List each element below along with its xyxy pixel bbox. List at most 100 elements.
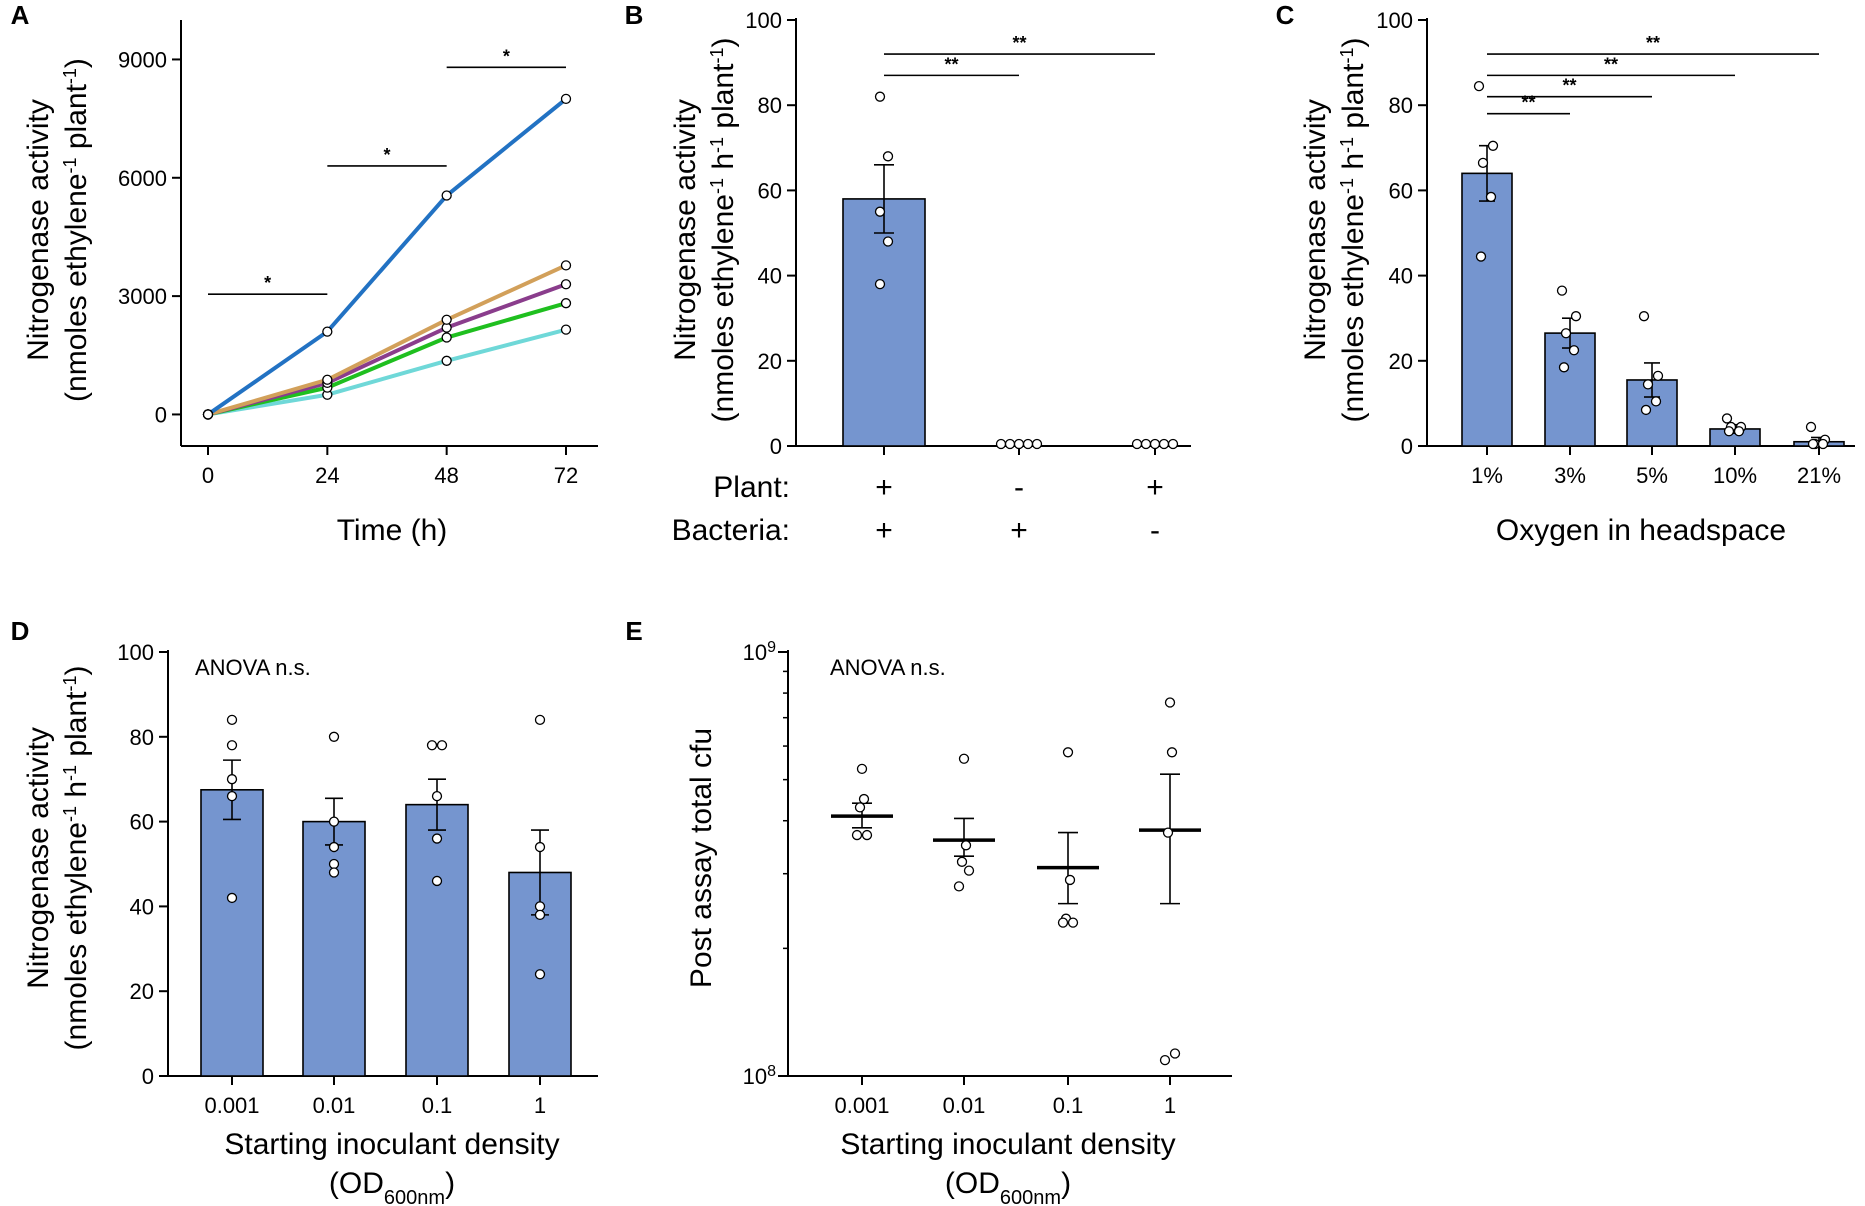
x-tick-label: 0.001 [204, 1093, 259, 1118]
plant-sign: - [1014, 471, 1024, 504]
x-tick-label: 0.1 [1053, 1093, 1084, 1118]
x-axis-label-line2: (OD600nm) [945, 1167, 1071, 1206]
data-point [1805, 421, 1817, 433]
plant-row-label: Plant: [713, 471, 790, 504]
y-axis-label: Nitrogenase activity (nmoles ethylene-1 p… [22, 58, 93, 402]
bacteria-row-label: Bacteria: [672, 514, 790, 547]
x-tick-label: 72 [554, 463, 578, 488]
data-point [1568, 345, 1580, 356]
data-point [1485, 191, 1497, 203]
data-point [328, 816, 340, 827]
x-tick-label: 1% [1471, 463, 1503, 488]
data-point [960, 840, 972, 851]
ylabel-sup: -1 [60, 68, 80, 84]
xlabel-sub: 600nm [384, 1187, 445, 1206]
data-point [226, 740, 238, 751]
x-tick-label: 3% [1554, 463, 1586, 488]
data-point [1057, 917, 1069, 928]
data-point [1140, 438, 1152, 450]
data-point [226, 791, 238, 802]
data-point [1652, 370, 1664, 381]
x-tick-label: 0 [202, 463, 214, 488]
y-axis-label-line1: Nitrogenase activity [1299, 99, 1332, 361]
significance-label: * [383, 145, 390, 165]
data-point [856, 763, 868, 775]
data-point [1158, 438, 1170, 450]
x-tick-label: 0.01 [943, 1093, 986, 1118]
ylabel-part: plant [707, 63, 740, 137]
y-tick-label: 0 [770, 434, 782, 459]
data-point [431, 833, 443, 844]
y-axis-label-line1: Nitrogenase activity [22, 727, 55, 989]
significance-label: ** [1646, 33, 1660, 53]
data-point [1650, 396, 1662, 407]
data-point [1638, 311, 1650, 322]
data-point [441, 355, 452, 366]
ylabel-sup: -1 [60, 157, 80, 173]
x-axis-label: Time (h) [337, 514, 448, 547]
y-tick-label: 20 [130, 979, 154, 1004]
data-point [958, 753, 970, 764]
data-point [1164, 697, 1176, 708]
tick-base: 10 [743, 1064, 767, 1089]
data-point [1159, 1054, 1171, 1066]
data-point [874, 206, 886, 217]
anova-annotation: ANOVA n.s. [830, 655, 946, 680]
data-point [854, 802, 866, 813]
plant-sign: + [1146, 471, 1164, 504]
data-point [882, 151, 894, 162]
ylabel-part: (nmoles ethylene [60, 173, 93, 401]
data-point [328, 867, 340, 878]
ylabel-part: (nmoles ethylene [60, 822, 93, 1050]
data-point [953, 881, 965, 892]
y-tick-label: 0 [142, 1064, 154, 1089]
data-point [202, 409, 214, 420]
ylabel-part: ) [1337, 38, 1370, 48]
ylabel-part: ) [60, 58, 93, 68]
panel-label: D [11, 616, 30, 646]
y-tick-label: 0 [1401, 434, 1413, 459]
data-point [534, 901, 546, 912]
data-point [534, 714, 546, 725]
data-point [1149, 438, 1161, 450]
data-point [560, 260, 572, 271]
series-line-blue [206, 97, 568, 417]
xlabel-part: ) [1061, 1167, 1071, 1200]
data-point [963, 865, 975, 876]
data-point [1067, 917, 1079, 928]
plant-sign: + [875, 471, 893, 504]
y-tick-label: 108 [743, 1063, 776, 1090]
bacteria-sign: + [1010, 514, 1028, 547]
x-tick-label: 10% [1713, 463, 1757, 488]
xlabel-part: (OD [945, 1167, 1000, 1200]
data-point [1477, 157, 1489, 168]
data-point [874, 91, 886, 102]
data-point [328, 731, 340, 742]
anova-annotation: ANOVA n.s. [195, 655, 311, 680]
x-tick-label: 21% [1797, 463, 1841, 488]
ylabel-sup: -1 [707, 178, 727, 194]
xlabel-part: ) [445, 1167, 455, 1200]
data-point [1558, 362, 1570, 373]
data-point [328, 841, 340, 853]
data-point [874, 278, 886, 290]
significance-label: ** [1012, 33, 1026, 53]
data-point [1131, 438, 1143, 450]
data-point [861, 829, 873, 841]
ylabel-part: (nmoles ethylene [707, 194, 740, 422]
ylabel-sup: -1 [707, 48, 727, 64]
bar [200, 788, 264, 1077]
data-point [322, 374, 333, 385]
x-tick-label: 0.1 [422, 1093, 453, 1118]
significance-label: ** [1604, 54, 1618, 74]
x-tick-label: 48 [434, 463, 458, 488]
x-tick-label: 1 [534, 1093, 546, 1118]
significance-label: ** [944, 54, 958, 74]
data-point [431, 875, 443, 887]
data-point [851, 829, 863, 841]
significance-label: ** [1521, 93, 1535, 113]
data-point [1169, 1048, 1181, 1059]
data-point [956, 856, 968, 867]
y-tick-label: 80 [758, 93, 782, 118]
